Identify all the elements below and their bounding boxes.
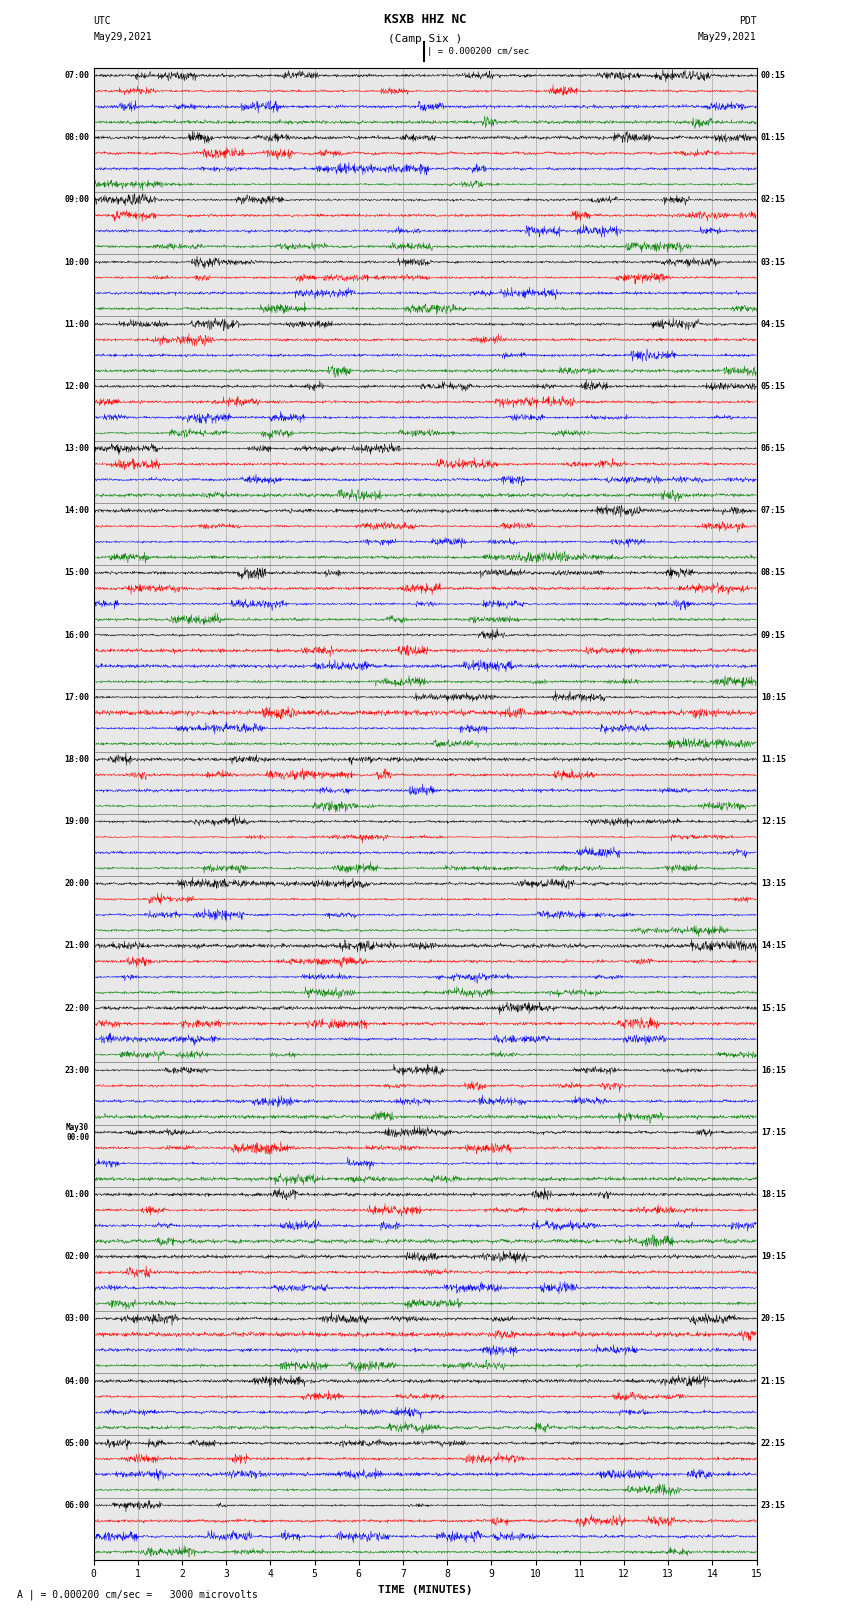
- Text: 09:00: 09:00: [65, 195, 89, 205]
- Text: 21:00: 21:00: [65, 942, 89, 950]
- Text: UTC: UTC: [94, 16, 111, 26]
- Text: 22:15: 22:15: [761, 1439, 785, 1448]
- Text: PDT: PDT: [739, 16, 756, 26]
- Text: 16:00: 16:00: [65, 631, 89, 639]
- Text: 18:00: 18:00: [65, 755, 89, 765]
- Text: 10:15: 10:15: [761, 692, 785, 702]
- Text: 17:00: 17:00: [65, 692, 89, 702]
- Text: 11:15: 11:15: [761, 755, 785, 765]
- Text: 23:15: 23:15: [761, 1500, 785, 1510]
- Text: 08:00: 08:00: [65, 134, 89, 142]
- Text: 17:15: 17:15: [761, 1127, 785, 1137]
- Text: 11:00: 11:00: [65, 319, 89, 329]
- Text: 23:00: 23:00: [65, 1066, 89, 1074]
- Text: KSXB HHZ NC: KSXB HHZ NC: [383, 13, 467, 26]
- Text: 08:15: 08:15: [761, 568, 785, 577]
- Text: 22:00: 22:00: [65, 1003, 89, 1013]
- Text: 12:00: 12:00: [65, 382, 89, 390]
- Text: 01:15: 01:15: [761, 134, 785, 142]
- Text: 06:00: 06:00: [65, 1500, 89, 1510]
- Text: 14:15: 14:15: [761, 942, 785, 950]
- Text: 15:00: 15:00: [65, 568, 89, 577]
- Text: 14:00: 14:00: [65, 506, 89, 515]
- Text: 03:00: 03:00: [65, 1315, 89, 1323]
- Text: 19:15: 19:15: [761, 1252, 785, 1261]
- Text: 00:15: 00:15: [761, 71, 785, 81]
- Text: May29,2021: May29,2021: [94, 32, 152, 42]
- Text: 19:00: 19:00: [65, 818, 89, 826]
- X-axis label: TIME (MINUTES): TIME (MINUTES): [377, 1586, 473, 1595]
- Text: 20:00: 20:00: [65, 879, 89, 889]
- Text: 02:00: 02:00: [65, 1252, 89, 1261]
- Text: 16:15: 16:15: [761, 1066, 785, 1074]
- Text: 06:15: 06:15: [761, 444, 785, 453]
- Text: 20:15: 20:15: [761, 1315, 785, 1323]
- Text: 01:00: 01:00: [65, 1190, 89, 1198]
- Text: 13:15: 13:15: [761, 879, 785, 889]
- Text: 07:15: 07:15: [761, 506, 785, 515]
- Text: 13:00: 13:00: [65, 444, 89, 453]
- Text: 04:15: 04:15: [761, 319, 785, 329]
- Text: 03:15: 03:15: [761, 258, 785, 266]
- Text: 15:15: 15:15: [761, 1003, 785, 1013]
- Text: 05:00: 05:00: [65, 1439, 89, 1448]
- Text: 07:00: 07:00: [65, 71, 89, 81]
- Text: 04:00: 04:00: [65, 1376, 89, 1386]
- Text: May30
00:00: May30 00:00: [66, 1123, 89, 1142]
- Text: 10:00: 10:00: [65, 258, 89, 266]
- Text: (Camp Six ): (Camp Six ): [388, 34, 462, 44]
- Text: 02:15: 02:15: [761, 195, 785, 205]
- Text: 09:15: 09:15: [761, 631, 785, 639]
- Text: May29,2021: May29,2021: [698, 32, 756, 42]
- Text: A | = 0.000200 cm/sec =   3000 microvolts: A | = 0.000200 cm/sec = 3000 microvolts: [17, 1589, 258, 1600]
- Text: | = 0.000200 cm/sec: | = 0.000200 cm/sec: [427, 47, 529, 56]
- Text: 05:15: 05:15: [761, 382, 785, 390]
- Text: 21:15: 21:15: [761, 1376, 785, 1386]
- Text: 12:15: 12:15: [761, 818, 785, 826]
- Text: 18:15: 18:15: [761, 1190, 785, 1198]
